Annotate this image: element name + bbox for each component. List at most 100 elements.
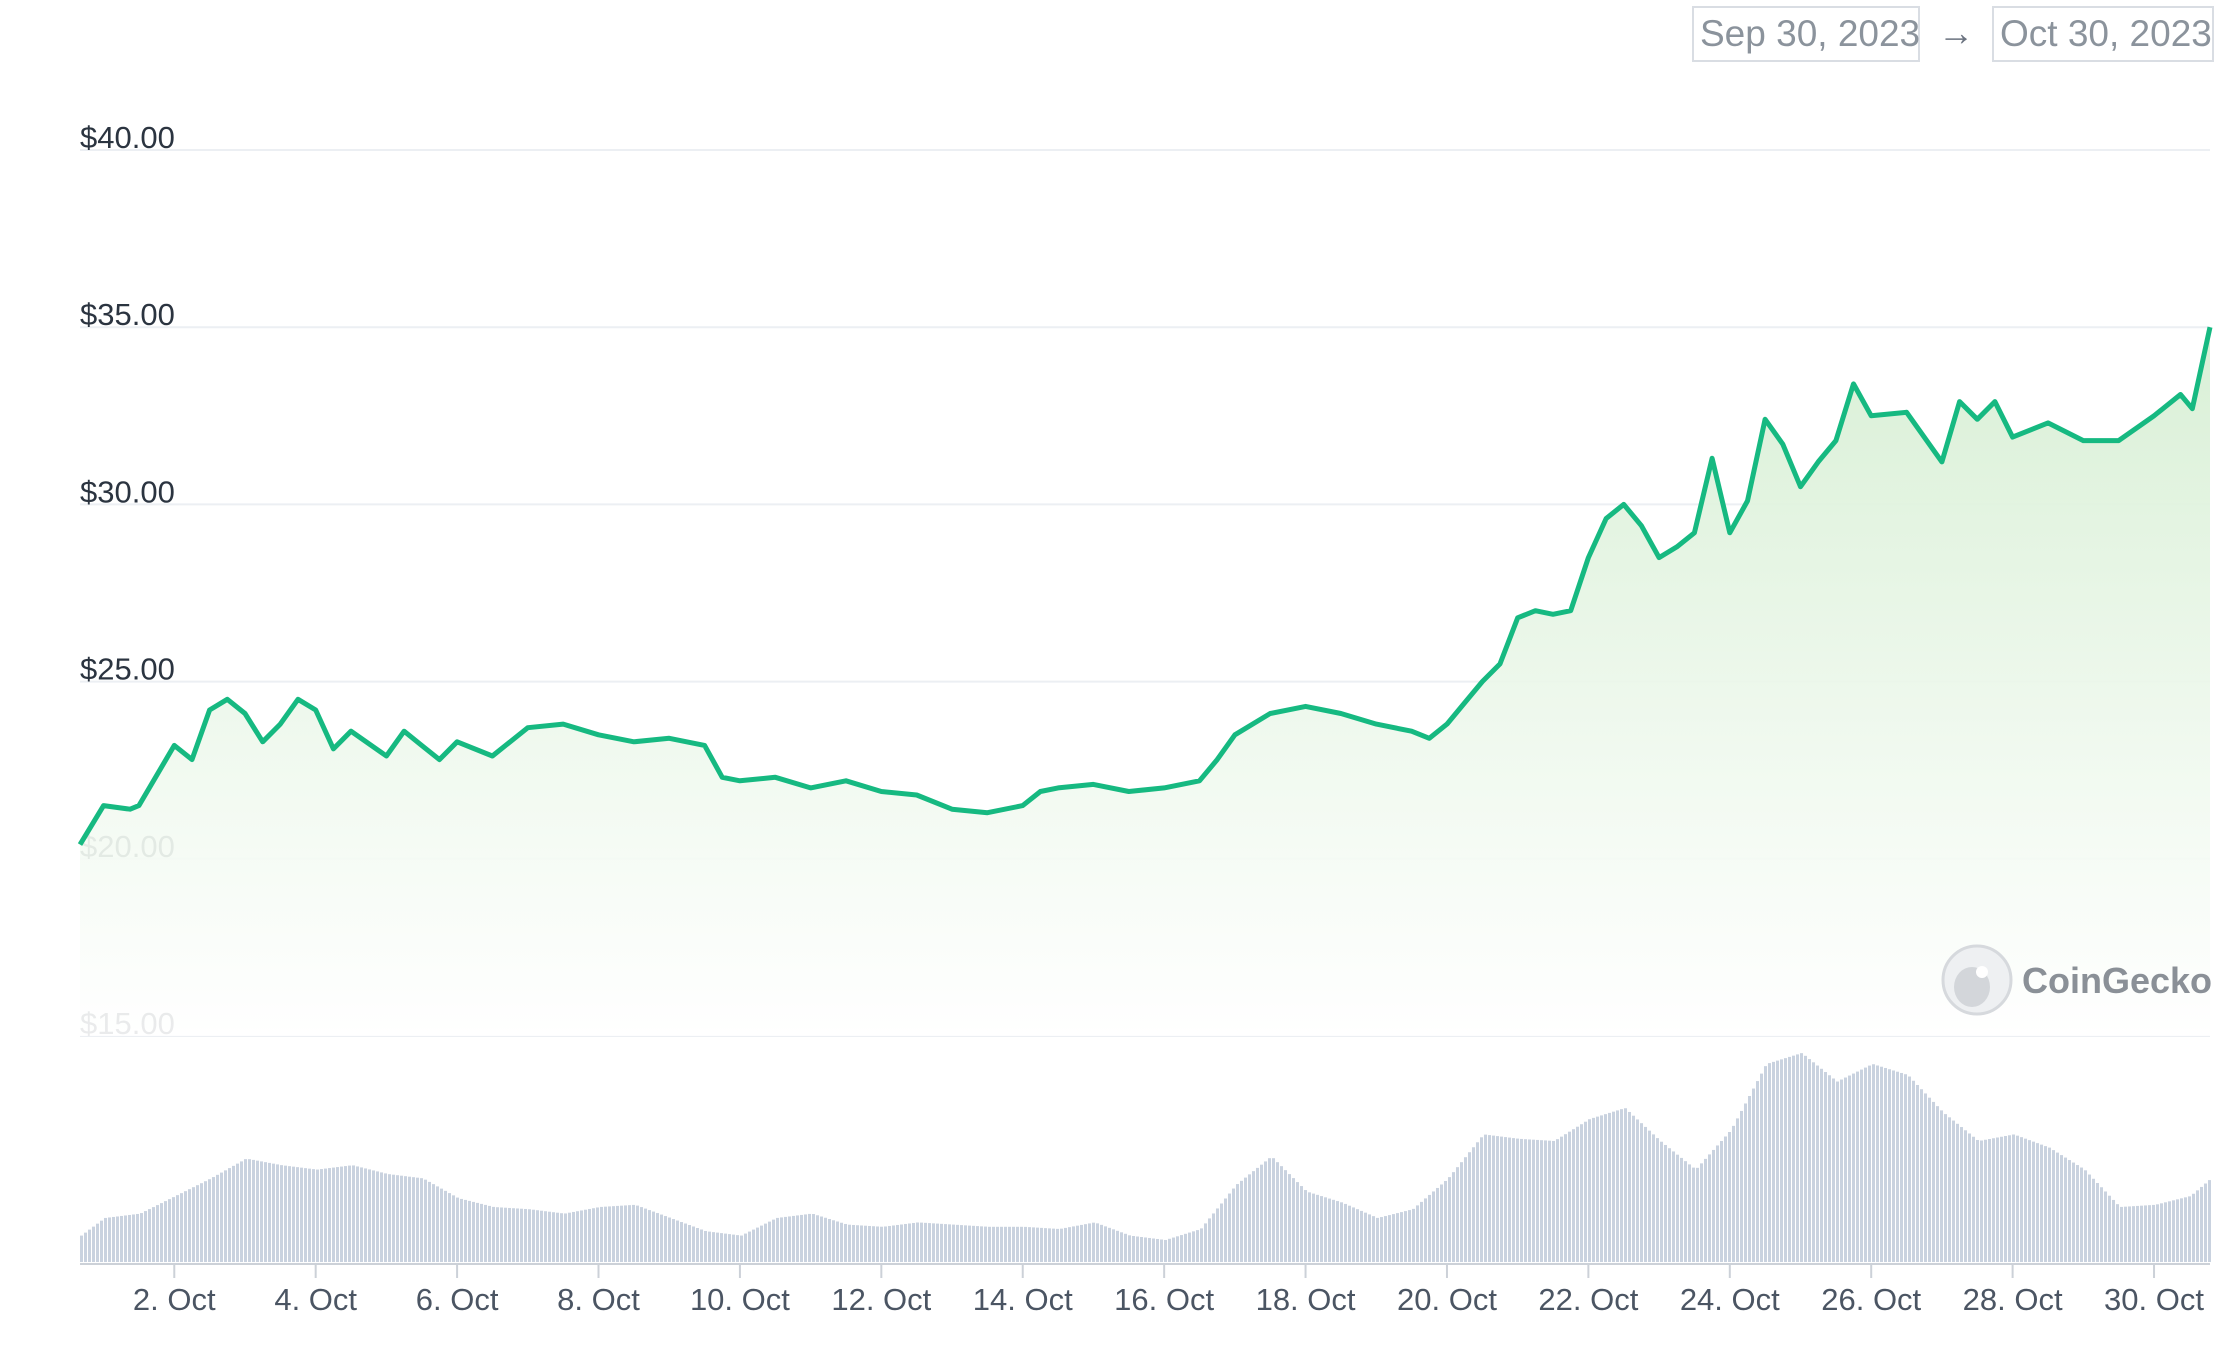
- volume-bar: [624, 1205, 627, 1262]
- volume-bar: [2172, 1200, 2175, 1262]
- volume-bar: [308, 1168, 311, 1262]
- volume-bar: [2140, 1205, 2143, 1262]
- volume-bar: [356, 1166, 359, 1262]
- volume-bar: [320, 1169, 323, 1262]
- volume-bar: [1804, 1055, 1807, 1262]
- volume-bar: [1488, 1135, 1491, 1262]
- volume-bar: [1704, 1158, 1707, 1262]
- volume-bar: [1632, 1115, 1635, 1262]
- volume-bar: [1128, 1235, 1131, 1262]
- volume-bar: [256, 1160, 259, 1262]
- volume-bar: [1856, 1071, 1859, 1262]
- volume-bar: [564, 1213, 567, 1262]
- volume-bar: [168, 1199, 171, 1262]
- volume-bar: [2048, 1147, 2051, 1262]
- volume-bar: [504, 1207, 507, 1262]
- volume-bar: [496, 1207, 499, 1262]
- volume-bar: [2088, 1174, 2091, 1262]
- volume-bar: [1152, 1238, 1155, 1262]
- volume-bar: [1248, 1174, 1251, 1262]
- volume-bar: [640, 1207, 643, 1262]
- volume-bar: [1964, 1130, 1967, 1262]
- volume-bar: [616, 1205, 619, 1262]
- volume-bar: [1240, 1180, 1243, 1262]
- volume-bar: [1064, 1227, 1067, 1262]
- volume-bar: [588, 1208, 591, 1262]
- volume-bar: [1216, 1208, 1219, 1262]
- volume-bar: [184, 1191, 187, 1262]
- volume-bar: [352, 1165, 355, 1262]
- volume-bar: [1720, 1140, 1723, 1262]
- volume-bar: [1044, 1228, 1047, 1262]
- x-tick-label: 8. Oct: [557, 1282, 640, 1317]
- volume-bar: [1544, 1140, 1547, 1262]
- volume-bar: [1336, 1201, 1339, 1262]
- volume-bar: [2100, 1187, 2103, 1262]
- volume-bar: [1376, 1217, 1379, 1262]
- volume-bar: [884, 1226, 887, 1262]
- volume-bar: [2128, 1206, 2131, 1262]
- volume-bar: [2036, 1143, 2039, 1262]
- volume-bar: [2044, 1146, 2047, 1262]
- volume-bar: [1884, 1067, 1887, 1262]
- volume-bar: [1888, 1069, 1891, 1262]
- volume-bar: [1484, 1134, 1487, 1262]
- volume-bar: [136, 1213, 139, 1262]
- volume-bar: [1712, 1149, 1715, 1262]
- volume-bar: [836, 1221, 839, 1262]
- volume-bar: [1080, 1224, 1083, 1262]
- volume-bar: [2132, 1206, 2135, 1262]
- volume-bar: [668, 1217, 671, 1262]
- volume-bar: [596, 1207, 599, 1262]
- volume-bar: [1372, 1216, 1375, 1262]
- volume-bar: [1768, 1063, 1771, 1262]
- volume-bar: [116, 1216, 119, 1262]
- volume-bar: [1120, 1232, 1123, 1262]
- volume-bar: [2060, 1155, 2063, 1262]
- volume-bar: [1648, 1130, 1651, 1262]
- volume-bar: [1852, 1073, 1855, 1262]
- volume-bar: [2008, 1135, 2011, 1262]
- volume-bar: [1332, 1199, 1335, 1262]
- volume-bar: [788, 1216, 791, 1262]
- volume-bar: [300, 1167, 303, 1262]
- volume-bar: [2124, 1206, 2127, 1262]
- volume-bar: [272, 1163, 275, 1262]
- y-tick-label: $25.00: [80, 652, 175, 687]
- volume-bar: [2192, 1193, 2195, 1262]
- volume-bar: [476, 1202, 479, 1262]
- volume-bar: [1368, 1214, 1371, 1262]
- volume-bar: [1592, 1117, 1595, 1262]
- volume-bar: [844, 1223, 847, 1262]
- volume-bar: [1364, 1212, 1367, 1262]
- volume-bar: [1316, 1194, 1319, 1262]
- volume-bar: [552, 1212, 555, 1262]
- volume-bar: [2160, 1203, 2163, 1262]
- volume-bar: [1948, 1117, 1951, 1262]
- date-range-end-input[interactable]: Oct 30, 2023: [1992, 6, 2214, 62]
- volume-bar: [1116, 1230, 1119, 1262]
- x-tick-label: 10. Oct: [690, 1282, 790, 1317]
- volume-bar: [1156, 1238, 1159, 1262]
- volume-bar: [1320, 1196, 1323, 1262]
- volume-bar: [1008, 1226, 1011, 1262]
- volume-bar: [672, 1219, 675, 1262]
- volume-bar: [1896, 1071, 1899, 1262]
- volume-bar: [2028, 1140, 2031, 1262]
- volume-bar: [1424, 1198, 1427, 1262]
- volume-bar: [1756, 1081, 1759, 1262]
- date-range-start-input[interactable]: Sep 30, 2023: [1692, 6, 1920, 62]
- volume-bar: [1304, 1190, 1307, 1262]
- volume-bar: [1524, 1139, 1527, 1262]
- volume-bar: [576, 1211, 579, 1262]
- volume-bar: [1440, 1184, 1443, 1262]
- volume-bar: [2052, 1150, 2055, 1262]
- volume-bar: [2168, 1201, 2171, 1262]
- volume-bar: [1920, 1089, 1923, 1262]
- volume-bar: [1696, 1167, 1699, 1262]
- volume-bar: [1828, 1075, 1831, 1262]
- volume-bar: [244, 1159, 247, 1262]
- volume-bar: [1636, 1119, 1639, 1262]
- volume-bar: [1692, 1167, 1695, 1262]
- x-tick-label: 20. Oct: [1397, 1282, 1497, 1317]
